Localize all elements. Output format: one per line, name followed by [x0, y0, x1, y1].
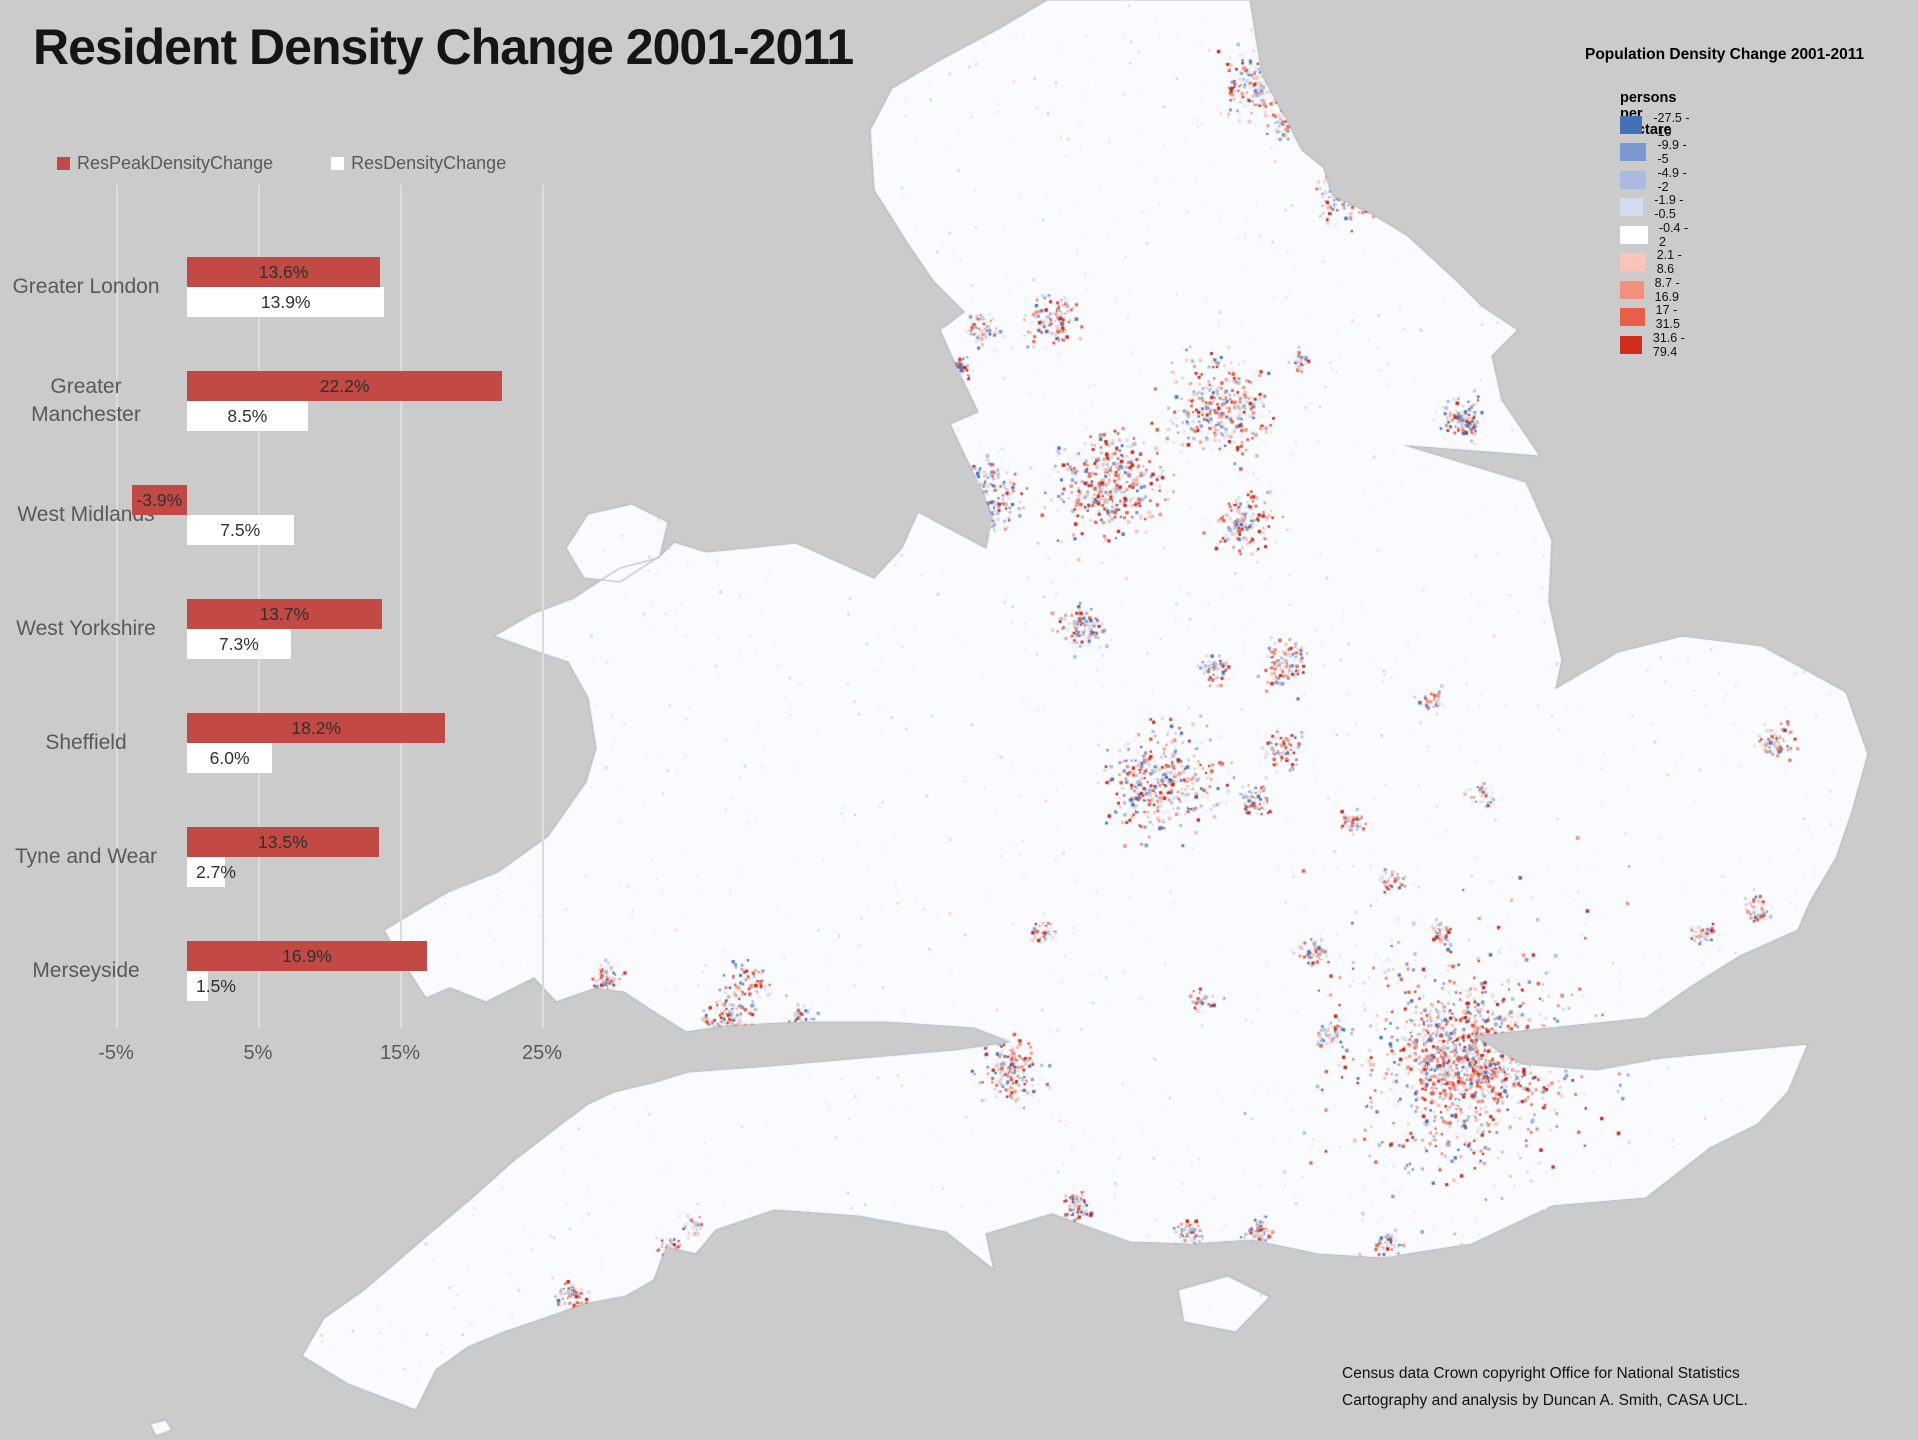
- bar-resdensity: 6.0%: [187, 743, 273, 773]
- bar-value-label: 1.5%: [196, 975, 236, 996]
- bar-value-label: -3.9%: [136, 489, 183, 510]
- chart-legend: ResPeakDensityChange ResDensityChange: [57, 153, 506, 174]
- category-label: Tyne and Wear: [14, 844, 158, 868]
- page-title: Resident Density Change 2001-2011: [33, 19, 854, 75]
- map-legend-range-label: -9.9 - -5: [1657, 138, 1687, 166]
- legend-item-resdensity: ResDensityChange: [331, 153, 506, 174]
- x-axis-tick-label: 25%: [521, 1042, 563, 1064]
- bar-respeak: 13.6%: [187, 257, 381, 287]
- map-legend-range-label: 31.6 - 79.4: [1652, 330, 1685, 359]
- bar-respeak: 22.2%: [187, 371, 503, 401]
- respeak-legend-label: ResPeakDensityChange: [77, 153, 274, 173]
- map-legend-entry: -0.4 - 2: [1620, 221, 1693, 249]
- map-legend-swatch-icon: [1620, 225, 1648, 244]
- x-axis-tick-label: 15%: [379, 1042, 421, 1064]
- category-label: Merseyside: [32, 958, 140, 982]
- category-label: Sheffield: [45, 730, 127, 754]
- map-legend-range-label: 2.1 - 8.6: [1656, 248, 1682, 276]
- map-legend-swatch-icon: [1620, 143, 1647, 161]
- map-legend-range-label: -27.5 - -10: [1653, 110, 1690, 139]
- resdensity-legend-label: ResDensityChange: [351, 153, 507, 173]
- map-legend-swatch-icon: [1620, 170, 1647, 189]
- attribution: Census data Crown copyright Office for N…: [1342, 1360, 1748, 1414]
- chart-gridline: [542, 185, 544, 1028]
- category-label: West Yorkshire: [16, 616, 156, 640]
- map-legend-range-label: -0.4 - 2: [1658, 220, 1689, 249]
- map-legend-range-label: -4.9 - -2: [1657, 165, 1687, 194]
- bar-value-label: 13.5%: [258, 831, 308, 852]
- bar-value-label: 7.3%: [218, 633, 259, 654]
- map-legend-entry: -4.9 - -2: [1620, 166, 1693, 194]
- resdensity-legend-swatch-icon: [331, 157, 345, 170]
- bar-value-label: 6.0%: [209, 747, 250, 768]
- attribution-line-2: Cartography and analysis by Duncan A. Sm…: [1342, 1392, 1748, 1409]
- map-legend-swatch-icon: [1620, 198, 1644, 216]
- map-legend-entry: 2.1 - 8.6: [1620, 248, 1693, 276]
- bar-value-label: 22.2%: [319, 375, 370, 396]
- bar-value-label: 13.7%: [259, 603, 310, 624]
- bar-respeak: -3.9%: [131, 485, 187, 515]
- bar-resdensity: 2.7%: [187, 857, 236, 887]
- bar-value-label: 13.6%: [258, 261, 309, 282]
- category-label: West Midlands: [17, 502, 155, 526]
- map-legend-entry: 8.7 - 16.9: [1620, 276, 1693, 304]
- respeak-legend-swatch-icon: [57, 157, 70, 170]
- x-axis-tick-label: 5%: [243, 1042, 273, 1064]
- map-legend-entry: -9.9 - -5: [1620, 138, 1693, 166]
- bar-resdensity: 7.5%: [187, 515, 294, 545]
- map-legend-swatch-icon: [1620, 308, 1645, 326]
- map-legend-swatch-icon: [1620, 253, 1646, 271]
- bar-value-label: 13.9%: [260, 291, 311, 312]
- bar-value-label: 2.7%: [196, 861, 236, 882]
- legend-item-respeak: ResPeakDensityChange: [57, 153, 273, 174]
- map-legend-entry: -27.5 - -10: [1620, 111, 1693, 139]
- map-legend-entries: -27.5 - -10 -9.9 - -5 -4.9 - -2 -1.9 - -0.5…: [1620, 111, 1693, 363]
- bar-respeak: 13.5%: [187, 827, 379, 857]
- bar-resdensity: 8.5%: [187, 401, 308, 431]
- x-axis-tick-label: -5%: [98, 1042, 134, 1064]
- map-legend-entry: -1.9 - -0.5: [1620, 193, 1693, 221]
- chart-gridline: [116, 185, 118, 1028]
- map-legend-range-label: -1.9 - -0.5: [1654, 193, 1684, 221]
- bar-resdensity: 1.5%: [187, 971, 236, 1001]
- category-label: Greater London: [12, 274, 160, 298]
- map-legend-entry: 17 - 31.5: [1620, 303, 1693, 331]
- category-label: Greater Manchester: [31, 374, 141, 426]
- map-legend-range-label: 17 - 31.5: [1655, 303, 1680, 331]
- map-legend-swatch-icon: [1620, 335, 1642, 354]
- bar-respeak: 16.9%: [187, 941, 427, 971]
- bar-respeak: 18.2%: [187, 713, 446, 743]
- map-legend-title: Population Density Change 2001-2011: [1585, 46, 1865, 63]
- bar-resdensity: 13.9%: [187, 287, 385, 317]
- bar-value-label: 18.2%: [291, 717, 342, 738]
- chart-gridline: [400, 185, 402, 1028]
- bar-value-label: 8.5%: [227, 405, 268, 426]
- map-legend-swatch-icon: [1620, 280, 1644, 299]
- map-legend-range-label: 8.7 - 16.9: [1654, 275, 1680, 304]
- bar-value-label: 7.5%: [220, 519, 261, 540]
- bar-value-label: 16.9%: [282, 945, 332, 966]
- bar-resdensity: 7.3%: [187, 629, 291, 659]
- attribution-line-1: Census data Crown copyright Office for N…: [1342, 1365, 1740, 1382]
- map-legend-swatch-icon: [1620, 115, 1643, 134]
- map-legend-entry: 31.6 - 79.4: [1620, 331, 1693, 359]
- bar-respeak: 13.7%: [187, 599, 382, 629]
